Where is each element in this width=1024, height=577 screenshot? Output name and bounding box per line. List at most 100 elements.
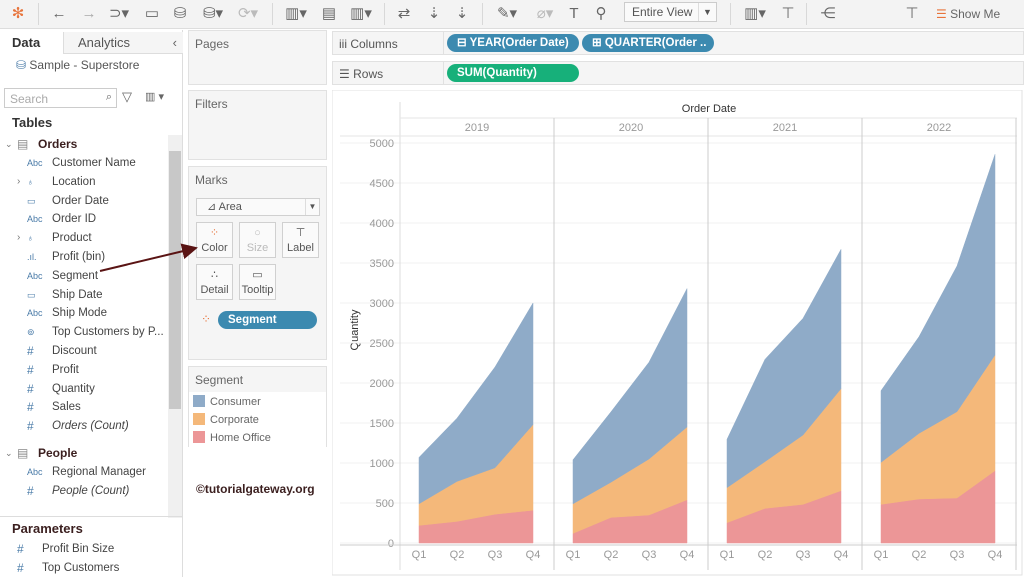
area-consumer-2021[interactable] (726, 249, 842, 489)
field-item[interactable]: Abc Regional Manager (0, 463, 168, 481)
sort-descending-icon[interactable]: ⇣ (455, 5, 469, 22)
area-consumer-2020[interactable] (572, 288, 688, 505)
datasource[interactable]: ⛁ Sample - Superstore (16, 58, 139, 72)
field-item[interactable]: # People (Count) (0, 482, 168, 500)
show-me-button[interactable]: ☰ Show Me (936, 4, 1016, 24)
x-tick-label: Q1 (874, 549, 889, 561)
highlight-icon[interactable]: ✎▾ (496, 5, 518, 22)
legend-item-corporate[interactable]: Corporate (193, 413, 259, 429)
new-datasource-icon[interactable]: ⛁ (173, 5, 187, 22)
color-label: Color (201, 242, 228, 254)
field-item[interactable]: Abc Ship Mode (0, 304, 168, 322)
legend-item-consumer[interactable]: Consumer (193, 395, 261, 411)
detail-button[interactable]: ∴ Detail (196, 264, 233, 300)
size-button[interactable]: ○ Size (239, 222, 276, 258)
field-item[interactable]: # Quantity (0, 380, 168, 398)
y-tick-label: 500 (376, 498, 394, 510)
back-icon[interactable]: ← (51, 5, 67, 22)
sort-ascending-icon[interactable]: ⇣ (427, 5, 441, 22)
field-item[interactable]: .ıl. Profit (bin) (0, 248, 168, 266)
parameter-item[interactable]: # Profit Bin Size (17, 542, 115, 556)
area-chart: Order Date Quantity 0 500 1000 1500 2000 2500… (332, 90, 1023, 576)
new-worksheet-icon[interactable]: ▥▾ (285, 5, 307, 22)
year-order-date-pill[interactable]: ⊟ YEAR(Order Date) (447, 34, 579, 52)
color-button[interactable]: ⁘ Color (196, 222, 233, 258)
field-item[interactable]: # Orders (Count) (0, 417, 168, 435)
tab-analytics[interactable]: Analytics ‹ (63, 32, 183, 54)
tooltip-button[interactable]: ▭ Tooltip (239, 264, 276, 300)
field-item[interactable]: # Profit (0, 361, 168, 379)
field-type-icon: Abc (27, 158, 43, 168)
tab-data[interactable]: Data (12, 35, 41, 50)
label-button[interactable]: ⊤ Label (282, 222, 319, 258)
duplicate-sheet-icon[interactable]: ▤ (321, 5, 337, 22)
x-tick-label: Q1 (720, 549, 735, 561)
tab-analytics-label: Analytics (78, 35, 131, 50)
field-item[interactable]: ▭ Order Date (0, 192, 168, 210)
field-type-icon: .ıl. (27, 252, 37, 262)
quarter-order-date-pill[interactable]: ⊞ QUARTER(Order .. (582, 34, 714, 52)
refresh-icon[interactable]: ⟳▾ (237, 5, 259, 22)
pause-updates-icon[interactable]: ⛁▾ (202, 5, 224, 22)
field-item[interactable]: # Discount (0, 342, 168, 360)
filters-shelf[interactable]: Filters (188, 90, 327, 160)
scrollbar[interactable] (168, 135, 182, 518)
columns-shelf[interactable]: iii Columns ⊟ YEAR(Order Date) ⊞ QUARTER… (332, 31, 1024, 55)
area-icon: ⊿ (207, 201, 217, 213)
field-item[interactable]: # Sales (0, 398, 168, 416)
mark-type-select[interactable]: ⊿ Area ▼ (196, 198, 320, 216)
save-icon[interactable]: ▭ (144, 5, 160, 22)
area-consumer-2019[interactable] (418, 302, 534, 505)
field-label: Quantity (52, 382, 95, 395)
pages-title: Pages (195, 37, 230, 51)
area-consumer-2022[interactable] (880, 154, 996, 463)
scrollbar-thumb[interactable] (169, 151, 181, 409)
field-item[interactable]: › ♁ Location (0, 173, 168, 191)
search-placeholder: Search (10, 92, 49, 106)
segment-legend: Segment Consumer Corporate Home Office (188, 366, 327, 447)
collapse-icon[interactable]: ‹ (172, 35, 177, 50)
sum-quantity-pill[interactable]: SUM(Quantity) (447, 64, 579, 82)
y-tick-label: 4000 (370, 218, 394, 230)
field-item[interactable]: Abc Order ID (0, 210, 168, 228)
year-header: 2020 (619, 122, 643, 134)
group-icon[interactable]: ⌀▾ (536, 5, 554, 22)
table-name: People (38, 446, 78, 460)
tableau-logo-icon[interactable]: ✻ (11, 5, 25, 22)
presentation-icon[interactable]: ⊤ (781, 5, 795, 22)
swap-icon[interactable]: ⇄ (397, 5, 411, 22)
field-item[interactable]: Abc Segment (0, 267, 168, 285)
share-icon[interactable]: ⋲ (820, 5, 836, 22)
parameters-heading: Parameters (12, 521, 83, 536)
size-icon: ○ (254, 227, 261, 239)
signpost-icon[interactable]: ⊤ (905, 5, 919, 22)
field-item[interactable]: › ♁ Product (0, 229, 168, 247)
search-input[interactable]: Search ⌕ (4, 88, 117, 108)
label-label: Label (287, 242, 314, 254)
parameter-label: Top Customers (42, 562, 120, 574)
pin-icon[interactable]: ⚲ (595, 5, 607, 22)
labels-icon[interactable]: T (569, 5, 579, 22)
fit-select[interactable]: Entire View ▼ (624, 2, 717, 22)
segment-color-pill[interactable]: Segment (218, 311, 317, 329)
field-item[interactable]: Abc Customer Name (0, 154, 168, 172)
redo-loop-icon[interactable]: ⊃▾ (108, 5, 130, 22)
view-options-icon[interactable]: ▥ ▾ (145, 91, 164, 103)
field-label: Regional Manager (52, 466, 146, 478)
mark-type-value: Area (218, 201, 242, 213)
forward-icon[interactable]: → (81, 5, 97, 22)
field-item[interactable]: ⊚ Top Customers by P... (0, 323, 168, 341)
pages-shelf[interactable]: Pages (188, 30, 327, 85)
clear-sheet-icon[interactable]: ▥▾ (350, 5, 372, 22)
expand-icon[interactable]: › (17, 232, 21, 244)
rows-shelf[interactable]: ☰ Rows SUM(Quantity) (332, 61, 1024, 85)
legend-item-home-office[interactable]: Home Office (193, 431, 271, 447)
field-item[interactable]: ▭ Ship Date (0, 286, 168, 304)
parameter-item[interactable]: # Top Customers (17, 561, 120, 575)
show-cards-icon[interactable]: ▥▾ (744, 5, 766, 22)
tables-heading: Tables (12, 115, 53, 130)
filter-icon[interactable]: ▽ (122, 89, 132, 104)
expand-icon[interactable]: › (17, 175, 21, 187)
parameter-label: Profit Bin Size (42, 543, 115, 555)
field-label: Order Date (52, 194, 109, 207)
